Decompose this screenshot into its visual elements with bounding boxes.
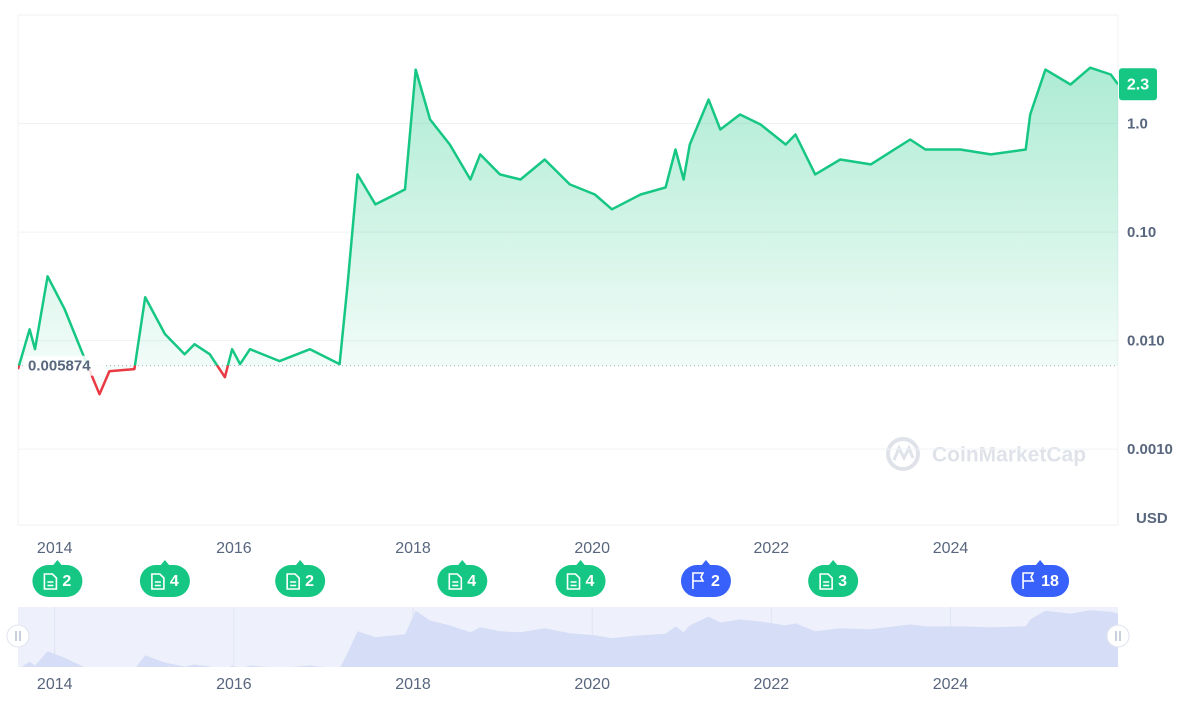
event-badge[interactable]: 2 [680, 560, 731, 597]
handle-knob [6, 624, 30, 648]
navigator-area [18, 610, 1118, 667]
badge-count: 4 [586, 573, 595, 590]
badge-count: 3 [838, 573, 847, 590]
navigator-tick-label: 2016 [216, 676, 252, 693]
doc-lines [47, 581, 54, 587]
navigator-tick-label: 2018 [395, 676, 431, 693]
badge-body [139, 565, 190, 597]
x-tick-label: 2016 [216, 540, 252, 557]
navigator-tick-label: 2022 [754, 676, 790, 693]
y-tick-label: 0.010 [1127, 333, 1165, 350]
handle-knob [1106, 624, 1130, 648]
doc-icon [286, 573, 300, 590]
badge-body [555, 565, 606, 597]
badge-body [808, 565, 859, 597]
doc-lines [452, 581, 459, 587]
navigator-tick-label: 2024 [933, 676, 969, 693]
badge-notch [828, 560, 839, 566]
y-tick-label: 0.10 [1127, 224, 1156, 241]
badge-body [1011, 565, 1070, 597]
event-badge[interactable]: 3 [808, 560, 859, 597]
doc-icon [448, 573, 463, 590]
event-badge[interactable]: 2 [32, 560, 83, 597]
price-line [18, 66, 1118, 396]
x-tick-label: 2014 [37, 540, 73, 557]
price-tag [1119, 68, 1157, 101]
badge-notch [159, 560, 170, 566]
badge-notch [457, 560, 468, 566]
doc-icon [819, 573, 833, 590]
doc-icon [43, 573, 58, 590]
handle-grip [15, 631, 21, 641]
y-tick-label: 0.0010 [1127, 441, 1173, 458]
badge-count: 4 [170, 573, 179, 590]
handle-grip [1115, 631, 1121, 641]
y-tick-label: 1.0 [1127, 116, 1148, 133]
badge-body [680, 565, 731, 597]
badge-notch [575, 560, 586, 566]
navigator-handle[interactable] [1106, 624, 1130, 648]
badge-count: 18 [1041, 573, 1059, 590]
badge-notch [52, 560, 63, 566]
x-tick-label: 2022 [754, 540, 790, 557]
event-badge[interactable]: 18 [1011, 560, 1070, 597]
event-badge[interactable]: 4 [555, 560, 606, 597]
x-tick-label: 2018 [395, 540, 431, 557]
doc-lines [823, 581, 830, 587]
badge-count: 2 [711, 573, 720, 590]
x-tick-label: 2024 [933, 540, 969, 557]
flag-icon [692, 572, 705, 589]
area [18, 67, 1118, 395]
price-tag-label: 2.3 [1127, 76, 1149, 93]
badge-notch [295, 560, 306, 566]
doc-lines [570, 581, 577, 587]
navigator-handle[interactable] [6, 624, 30, 648]
doc-icon [151, 573, 165, 590]
badge-body [32, 565, 83, 597]
badge-count: 2 [305, 573, 314, 590]
watermark-text: CoinMarketCap [932, 444, 1086, 467]
badge-notch [1035, 560, 1046, 566]
x-tick-label: 2020 [574, 540, 610, 557]
doc-lines [154, 581, 161, 587]
baseline-label-bg [24, 355, 106, 376]
event-badge[interactable]: 2 [275, 560, 326, 597]
badge-count: 2 [62, 573, 71, 590]
badge-body [437, 565, 488, 597]
baseline-label: 0.005874 [28, 358, 91, 375]
navigator-tick-label: 2020 [574, 676, 610, 693]
badge-body [275, 565, 326, 597]
badge-count: 4 [467, 573, 476, 590]
flag-icon [1022, 572, 1035, 589]
doc-lines [290, 581, 297, 587]
doc-icon [566, 573, 581, 590]
event-badge[interactable]: 4 [437, 560, 488, 597]
event-badge[interactable]: 4 [139, 560, 190, 597]
y-axis-label: USD [1136, 510, 1168, 527]
navigator-tick-label: 2014 [37, 676, 73, 693]
badge-notch [700, 560, 711, 566]
